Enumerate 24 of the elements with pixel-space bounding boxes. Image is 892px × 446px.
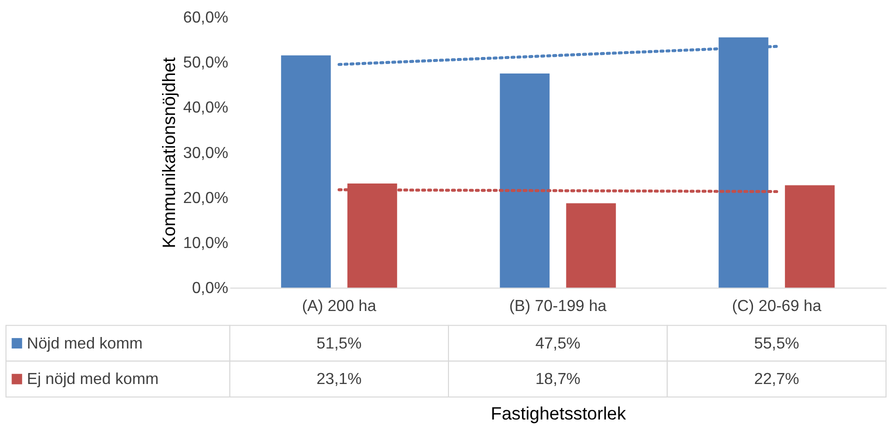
data-label: 55,5% bbox=[754, 335, 800, 352]
legend-label: Ej nöjd med komm bbox=[26, 371, 159, 388]
x-axis-title: Fastighetsstorlek bbox=[490, 403, 626, 424]
bar bbox=[784, 185, 835, 288]
y-tick-label: 0,0% bbox=[192, 280, 228, 298]
bar bbox=[500, 73, 550, 288]
y-tick-label: 30,0% bbox=[183, 144, 228, 162]
y-tick-label: 50,0% bbox=[183, 54, 228, 72]
y-tick-label: 20,0% bbox=[183, 190, 228, 207]
y-tick-label: 10,0% bbox=[183, 234, 228, 252]
data-label: 51,5% bbox=[316, 335, 362, 352]
x-tick-label: (C) 20-69 ha bbox=[732, 298, 822, 315]
x-tick-label: (B) 70-199 ha bbox=[509, 298, 607, 315]
data-label: 22,7% bbox=[754, 371, 800, 388]
y-tick-label: 60,0% bbox=[183, 10, 228, 27]
y-tick-label: 40,0% bbox=[183, 100, 228, 117]
legend-label: Nöjd med komm bbox=[26, 335, 143, 352]
data-label: 18,7% bbox=[535, 371, 580, 388]
y-axis-title: Kommunikationsnöjdhet bbox=[159, 57, 180, 248]
bar bbox=[281, 55, 331, 288]
data-label: 23,1% bbox=[316, 371, 362, 388]
x-tick-label: (A) 200 ha bbox=[302, 298, 376, 315]
data-label: 47,5% bbox=[535, 335, 580, 352]
bar bbox=[566, 203, 616, 288]
